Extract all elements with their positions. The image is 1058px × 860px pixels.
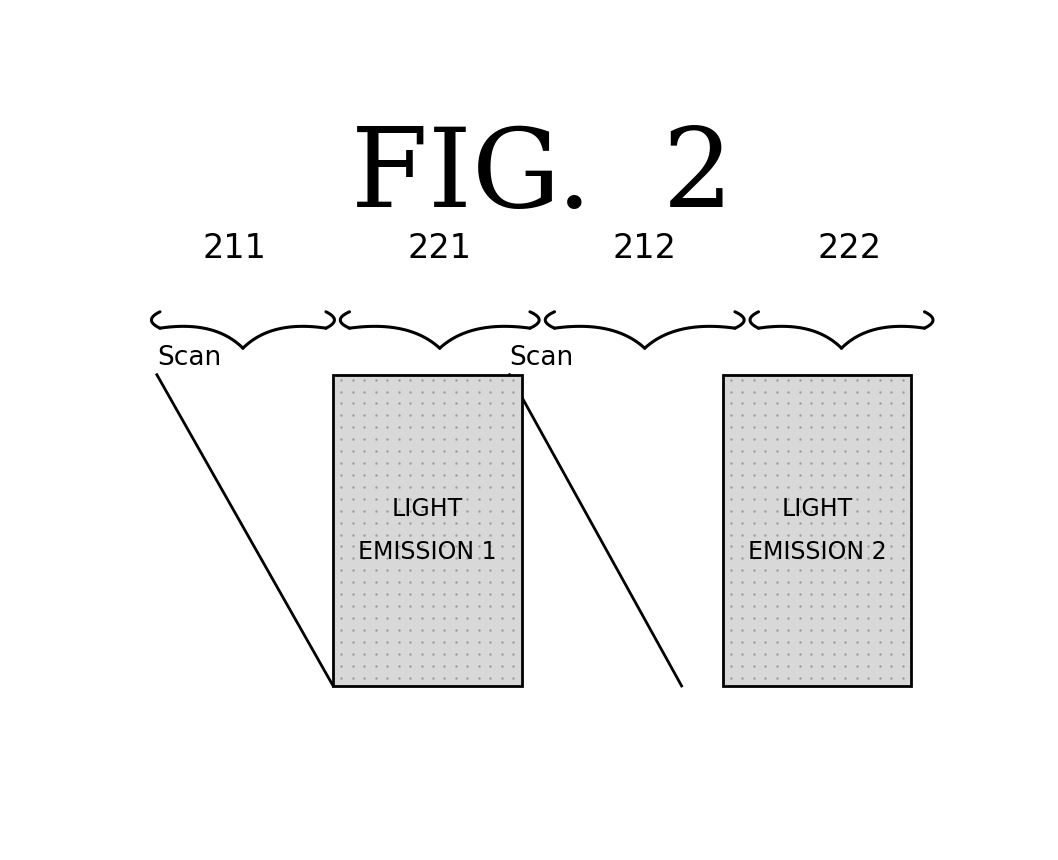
Text: LIGHT
EMISSION 1: LIGHT EMISSION 1 <box>359 497 496 564</box>
Text: Scan: Scan <box>157 346 221 372</box>
Text: Scan: Scan <box>510 346 573 372</box>
Text: 212: 212 <box>613 232 677 266</box>
Text: 221: 221 <box>407 232 472 266</box>
Text: FIG.  2: FIG. 2 <box>351 123 733 230</box>
Bar <box>333 375 522 686</box>
Text: 222: 222 <box>818 232 881 266</box>
Text: 211: 211 <box>203 232 267 266</box>
Text: LIGHT
EMISSION 2: LIGHT EMISSION 2 <box>748 497 887 564</box>
Bar <box>723 375 911 686</box>
